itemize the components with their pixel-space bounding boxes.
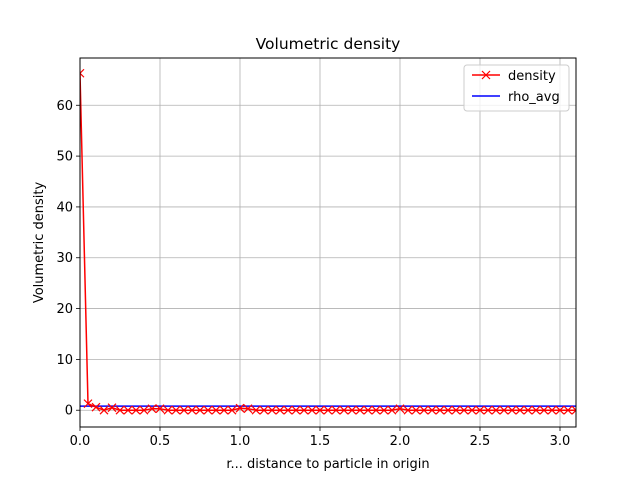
ticks: 0.0 0.5 1.0 1.5 2.0 2.5 3.0 0 10 20 30 40 50 60 xyxy=(56,99,570,449)
density-point xyxy=(291,405,301,415)
density-point xyxy=(187,405,197,415)
density-point xyxy=(179,405,189,415)
density-point xyxy=(83,399,93,409)
x-tick-label: 0.0 xyxy=(70,434,91,449)
density-point xyxy=(387,405,397,415)
density-point xyxy=(283,405,293,415)
density-point xyxy=(363,405,373,415)
y-tick-label: 20 xyxy=(56,302,73,317)
axes-frame xyxy=(79,57,577,428)
density-point xyxy=(211,405,221,415)
density-point xyxy=(531,405,541,415)
density-point xyxy=(235,403,245,413)
density-point xyxy=(499,405,509,415)
grid xyxy=(79,58,576,427)
y-tick-label: 60 xyxy=(56,99,73,114)
density-point xyxy=(323,405,333,415)
density-point xyxy=(91,402,101,412)
density-point xyxy=(523,405,533,415)
legend-rho-avg-label: rho_avg xyxy=(508,90,560,105)
density-point xyxy=(139,405,149,415)
density-point xyxy=(123,405,133,415)
density-point xyxy=(379,405,389,415)
density-point xyxy=(507,405,517,415)
density-point xyxy=(411,405,421,415)
density-point xyxy=(515,405,525,415)
x-tick-label: 1.5 xyxy=(310,434,331,449)
density-point xyxy=(219,405,229,415)
x-tick-label: 2.0 xyxy=(390,434,411,449)
density-point xyxy=(435,405,445,415)
density-point xyxy=(307,405,317,415)
density-point xyxy=(155,404,165,414)
density-point xyxy=(371,405,381,415)
density-point xyxy=(395,404,405,414)
density-point xyxy=(443,405,453,415)
x-tick-label: 0.5 xyxy=(150,434,171,449)
density-point xyxy=(555,405,565,415)
density-point xyxy=(451,405,461,415)
legend-box xyxy=(463,64,570,112)
density-point xyxy=(275,405,285,415)
density-point xyxy=(475,405,485,415)
chart-title: Volumetric density xyxy=(256,35,401,53)
legend-density-label: density xyxy=(508,69,556,84)
density-point xyxy=(195,405,205,415)
density-point xyxy=(427,405,437,415)
x-tick-label: 1.0 xyxy=(230,434,251,449)
density-point xyxy=(115,405,125,415)
legend: density rho_avg xyxy=(463,64,570,112)
density-point xyxy=(563,405,573,415)
density-point xyxy=(259,405,269,415)
x-tick-label: 3.0 xyxy=(550,434,571,449)
y-tick-label: 0 xyxy=(65,404,73,419)
density-point xyxy=(131,405,141,415)
density-point xyxy=(171,405,181,415)
density-point xyxy=(80,68,85,78)
density-point xyxy=(483,405,493,415)
density-point xyxy=(99,405,109,415)
y-tick-label: 50 xyxy=(56,150,73,165)
density-point xyxy=(339,405,349,415)
density-point xyxy=(539,405,549,415)
density-point xyxy=(147,404,157,414)
density-point xyxy=(571,405,576,415)
density-point xyxy=(163,405,173,415)
series-group xyxy=(80,68,576,415)
density-point xyxy=(403,405,413,415)
density-point xyxy=(467,405,477,415)
y-tick-label: 40 xyxy=(56,200,73,215)
density-point xyxy=(315,405,325,415)
density-point xyxy=(419,405,429,415)
x-axis-label: r... distance to particle in origin xyxy=(226,457,429,472)
density-point xyxy=(251,405,261,415)
density-point xyxy=(227,405,237,415)
y-tick-label: 10 xyxy=(56,353,73,368)
density-point xyxy=(491,405,501,415)
density-point xyxy=(547,405,557,415)
x-tick-label: 2.5 xyxy=(470,434,491,449)
density-point xyxy=(299,405,309,415)
density-point xyxy=(331,405,341,415)
plot-area xyxy=(80,68,576,415)
y-axis-label: Volumetric density xyxy=(32,182,47,304)
y-tick-label: 30 xyxy=(56,251,73,266)
density-point xyxy=(107,403,117,413)
density-point xyxy=(267,405,277,415)
density-point xyxy=(243,404,253,414)
density-point xyxy=(355,405,365,415)
density-point xyxy=(459,405,469,415)
legend-density-marker xyxy=(481,70,491,80)
density-point xyxy=(203,405,213,415)
density-point xyxy=(347,405,357,415)
